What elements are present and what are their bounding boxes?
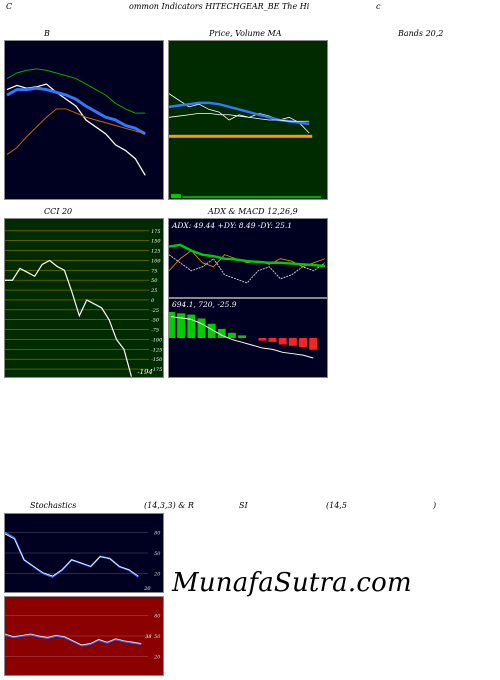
- cci-tick-label: -150: [151, 357, 162, 363]
- rsi-chart: 80 50 20 38: [5, 614, 160, 660]
- cci-tick-label: 100: [151, 258, 160, 264]
- volume-bar-small: [182, 196, 322, 199]
- rsi-tick-label: 50: [154, 634, 160, 640]
- price-ma-panel: [168, 40, 328, 200]
- macd-histogram-bar: [197, 318, 206, 338]
- cci-tick-label: 125: [151, 249, 160, 255]
- macd-values: 694.1, 720, -25.9: [172, 300, 237, 309]
- cci-tick-label: 175: [151, 229, 160, 235]
- macd-histogram-bar: [309, 338, 318, 350]
- rsi-paren: ): [433, 501, 437, 510]
- price-line: [169, 93, 310, 134]
- cci-label: CCI 20: [44, 207, 73, 216]
- stoch-k-line: [5, 531, 139, 578]
- header-c-right: c: [376, 2, 381, 11]
- header-c-left: C: [6, 2, 13, 11]
- macd-histogram-bar: [299, 338, 307, 348]
- macd-histogram-bar: [238, 335, 247, 338]
- cci-chart: 175 150 125 100 75 50 25 0 -25 -50 -75 -100 -125 -150…: [5, 229, 162, 377]
- cci-panel: 175 150 125 100 75 50 25 0 -25 -50 -75 -100 -125 -150…: [4, 218, 164, 378]
- adx-values: ADX: 49.44 +DY: 8.49 -DY: 25.1: [172, 221, 293, 230]
- macd-panel: 694.1, 720, -25.9: [168, 298, 328, 378]
- stoch-tick-label: 20: [153, 571, 160, 577]
- volume-bar: [170, 194, 181, 199]
- stoch-tick-label: 80: [154, 531, 160, 537]
- orange-band: [169, 134, 313, 138]
- rsi-signal-line: [5, 633, 142, 646]
- cci-line: [5, 259, 132, 377]
- bands-label: Bands 20,2: [398, 29, 444, 38]
- lower-band-line: [6, 108, 146, 155]
- macd-histogram-bar: [169, 312, 175, 338]
- rsi-last-value: 38: [145, 634, 151, 640]
- bollinger-panel: [4, 40, 164, 200]
- stoch-last-value: 20: [143, 586, 150, 592]
- adx-macd-label: ADX & MACD 12,26,9: [208, 207, 298, 216]
- macd-histogram-bar: [217, 328, 226, 338]
- macd-chart: [169, 312, 318, 359]
- cci-tick-label: 25: [150, 288, 157, 294]
- macd-histogram-bar: [207, 323, 216, 338]
- rsi-params: (14,5: [326, 501, 347, 510]
- macd-histogram-bar: [268, 338, 277, 342]
- stochastics-label: Stochastics: [30, 501, 77, 510]
- price-label: Price, Volume MA: [209, 29, 281, 38]
- stoch-tick-label: 50: [154, 551, 160, 557]
- cci-last-value: -194: [137, 368, 153, 376]
- macd-histogram-bar: [177, 313, 186, 338]
- rsi-line: [5, 633, 142, 647]
- macd-histogram-bar: [278, 338, 287, 345]
- middle-band-line: [6, 86, 146, 136]
- cci-tick-label: 50: [151, 278, 157, 284]
- price-ma-chart: [169, 93, 322, 199]
- stoch-d-line: [5, 533, 139, 577]
- cci-tick-label: -100: [151, 337, 162, 343]
- ma-label-text: MA: [264, 29, 282, 38]
- macd-histogram-bar: [227, 332, 236, 338]
- adx-line: [169, 243, 326, 268]
- ma-white-line: [169, 112, 310, 122]
- macd-line: [170, 316, 314, 359]
- cci-tick-label: 75: [151, 268, 157, 274]
- plus-di-line: [169, 254, 326, 284]
- volume-label-text: Volume: [235, 29, 265, 38]
- stochastics-chart: 80 50 20 20: [5, 531, 160, 592]
- page-title: ommon Indicators HITECHGEAR_BE The Hi: [129, 2, 310, 11]
- upper-band-line: [6, 68, 146, 114]
- adx-chart: [169, 243, 326, 284]
- rsi-tick-label: 80: [154, 614, 160, 620]
- cci-tick-label: 150: [151, 239, 160, 245]
- cci-tick-label: -125: [151, 347, 162, 353]
- cci-tick-label: -75: [151, 328, 159, 334]
- rsi-label: SI: [239, 501, 248, 510]
- price-label-text: Price,: [209, 29, 236, 38]
- bollinger-chart: [6, 68, 146, 176]
- watermark: MunafaSutra.com: [172, 568, 412, 598]
- cci-tick-label: 0: [151, 298, 154, 304]
- cci-tick-label: -175: [151, 367, 162, 373]
- adx-panel: ADX: 49.44 +DY: 8.49 -DY: 25.1: [168, 218, 328, 298]
- rsi-panel: 80 50 20 38: [4, 596, 164, 676]
- cci-tick-label: -25: [151, 308, 159, 314]
- macd-histogram-bar: [187, 314, 196, 338]
- macd-histogram-bar: [288, 338, 297, 346]
- bollinger-label: B: [44, 29, 50, 38]
- macd-histogram-bar: [258, 338, 267, 341]
- stochastics-panel: 80 50 20 20: [4, 513, 164, 593]
- cci-tick-label: -50: [151, 318, 159, 324]
- rsi-tick-label: 20: [153, 654, 160, 660]
- stochastics-params: (14,3,3) & R: [144, 501, 194, 510]
